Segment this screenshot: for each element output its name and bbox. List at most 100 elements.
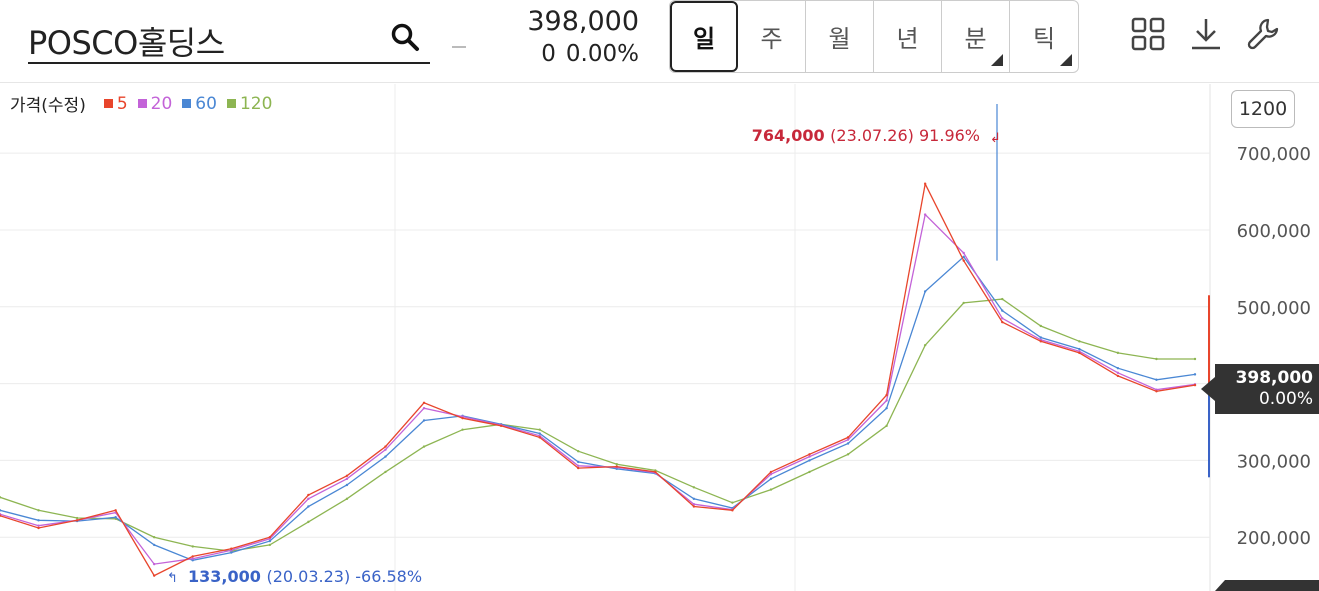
tab-label: 년 xyxy=(896,25,919,53)
min-annotation: 133,000 (20.03.23) -66.58% xyxy=(188,567,422,586)
search-icon[interactable] xyxy=(390,22,420,52)
tab-period-5[interactable]: 틱 xyxy=(1010,1,1078,72)
series-point-120 xyxy=(268,543,272,547)
series-point-60 xyxy=(885,406,888,410)
series-point-20 xyxy=(692,502,696,506)
series-point-120 xyxy=(37,509,40,512)
series-point-20 xyxy=(769,473,773,476)
series-point-60 xyxy=(307,505,310,508)
submenu-corner-icon xyxy=(1060,54,1072,66)
submenu-corner-icon xyxy=(991,54,1003,66)
series-point-5 xyxy=(1193,383,1197,387)
series-point-60 xyxy=(230,551,233,554)
series-point-60 xyxy=(37,519,40,522)
legend-swatch xyxy=(182,99,192,108)
legend-item-5[interactable]: 5 xyxy=(103,94,128,114)
series-point-5 xyxy=(114,509,117,512)
download-icon[interactable] xyxy=(1188,16,1224,52)
series-point-5 xyxy=(307,493,310,497)
series-point-5 xyxy=(1155,390,1158,393)
legend-item-120[interactable]: 120 xyxy=(226,94,272,114)
series-line-20 xyxy=(0,213,1196,565)
series-point-120 xyxy=(731,501,734,504)
grid-icon[interactable] xyxy=(1130,16,1166,52)
series-point-60 xyxy=(1116,367,1120,370)
last-price-percent: 0.00% xyxy=(1258,389,1313,409)
y-tick-label: 300,000 xyxy=(1237,451,1311,472)
wrench-icon[interactable] xyxy=(1246,16,1282,52)
series-line-120 xyxy=(0,298,1195,552)
series-point-5 xyxy=(692,505,696,508)
series-point-5 xyxy=(654,470,657,474)
series-point-20 xyxy=(577,464,580,467)
series-point-5 xyxy=(230,547,233,550)
series-point-60 xyxy=(1039,336,1043,339)
series-point-20 xyxy=(1001,317,1004,320)
tab-period-0[interactable]: 일 xyxy=(670,1,738,72)
series-point-120 xyxy=(962,301,965,305)
tab-period-1[interactable]: 주 xyxy=(738,1,806,72)
stock-name: POSCO홀딩스 xyxy=(28,24,225,62)
tab-period-4[interactable]: 분 xyxy=(942,1,1010,72)
series-point-5 xyxy=(268,536,272,539)
series-point-60 xyxy=(692,497,696,501)
tab-period-2[interactable]: 월 xyxy=(806,1,874,72)
series-point-120 xyxy=(1001,297,1004,301)
series-point-5 xyxy=(384,445,387,448)
series-point-20 xyxy=(345,477,349,481)
max-annotation: 764,000 (23.07.26) 91.96% xyxy=(752,126,980,145)
series-point-20 xyxy=(422,406,426,410)
last-price-value: 398,000 xyxy=(1235,368,1313,388)
series-point-60 xyxy=(923,290,927,293)
series-point-5 xyxy=(1001,320,1004,324)
series-point-20 xyxy=(307,497,310,501)
series-point-5 xyxy=(885,393,888,397)
series-line-5 xyxy=(0,181,1196,577)
series-point-5 xyxy=(1116,374,1120,378)
series-point-5 xyxy=(808,453,811,456)
max-arrow-icon: ↲ xyxy=(990,131,1001,146)
series-point-60 xyxy=(152,543,156,547)
series-point-5 xyxy=(461,416,464,420)
series-point-120 xyxy=(885,424,888,428)
min-arrow-icon: ↰ xyxy=(167,571,178,586)
series-point-120 xyxy=(345,497,349,501)
series-point-5 xyxy=(1039,340,1043,343)
series-point-120 xyxy=(461,428,464,431)
axis-scale-button[interactable]: 1200 xyxy=(1231,90,1295,128)
legend-title: 가격(수정) xyxy=(10,96,86,116)
tab-label: 틱 xyxy=(1032,25,1056,53)
legend-swatch xyxy=(226,99,236,108)
legend-item-60[interactable]: 60 xyxy=(182,94,217,114)
tab-label: 주 xyxy=(760,25,783,53)
series-point-60 xyxy=(846,442,850,445)
tab-period-3[interactable]: 년 xyxy=(874,1,942,72)
y-tick-label: 200,000 xyxy=(1237,528,1311,549)
series-line-60 xyxy=(0,255,1196,561)
series-point-20 xyxy=(962,251,965,255)
series-point-120 xyxy=(1078,340,1081,343)
series-point-60 xyxy=(1155,378,1158,381)
series-point-5 xyxy=(422,401,426,404)
series-point-120 xyxy=(152,536,156,539)
series-point-60 xyxy=(577,460,580,464)
series-point-60 xyxy=(538,432,541,435)
legend-label: 60 xyxy=(195,93,217,114)
series-point-120 xyxy=(384,470,387,474)
tab-label: 일 xyxy=(692,25,716,53)
stock-search-box[interactable]: POSCO홀딩스 xyxy=(28,8,430,64)
series-point-5 xyxy=(75,519,79,522)
series-point-120 xyxy=(1193,357,1197,361)
current-price: 398,000 xyxy=(527,6,639,37)
series-point-120 xyxy=(808,470,811,474)
series-point-20 xyxy=(923,213,927,216)
series-point-20 xyxy=(808,455,811,458)
series-point-120 xyxy=(191,545,194,548)
divider-dash xyxy=(452,46,466,48)
series-point-5 xyxy=(538,436,541,439)
y-tick-label: 600,000 xyxy=(1237,221,1311,242)
legend-item-20[interactable]: 20 xyxy=(137,94,172,114)
tab-label: 분 xyxy=(964,25,987,53)
